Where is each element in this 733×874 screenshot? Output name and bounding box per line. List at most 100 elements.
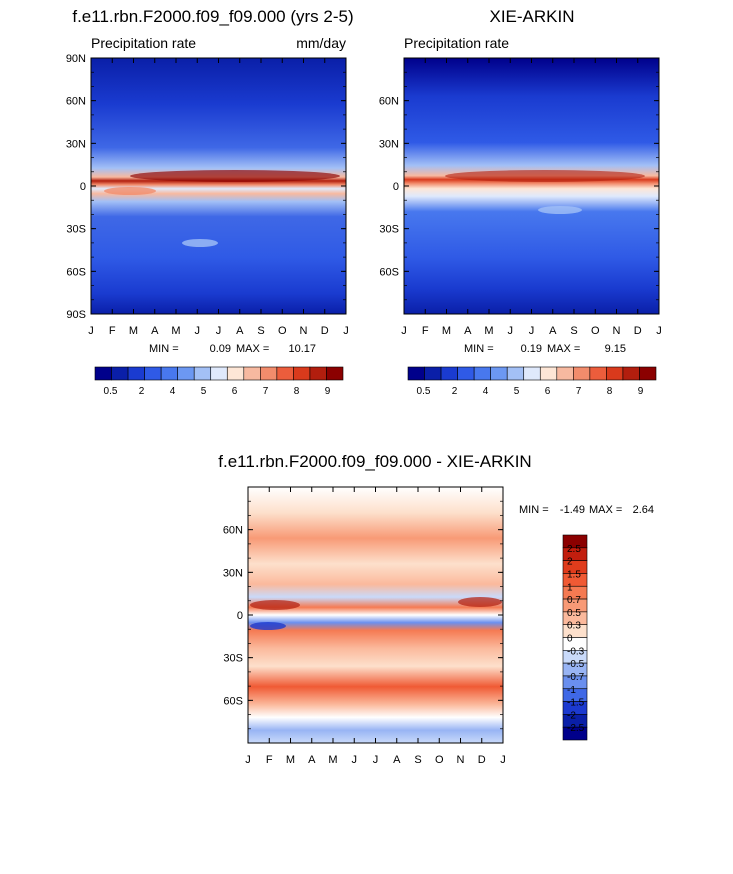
colorbar-label: -2: [567, 710, 576, 721]
panel-diff: f.e11.rbn.F2000.f09_f09.000 - XIE-ARKIN …: [218, 452, 654, 766]
colorbar-swatch: [326, 366, 344, 381]
colorbar-label: 0.5: [567, 608, 581, 619]
colorbar-swatch: [457, 366, 475, 381]
x-tick-label: A: [549, 325, 557, 337]
panel-model-min-value: 0.09: [210, 343, 231, 355]
y-tick-label: 30N: [379, 138, 399, 150]
x-tick-label: F: [266, 754, 273, 766]
colorbar-label: 0.7: [567, 595, 581, 606]
x-tick-label: M: [286, 754, 295, 766]
panel-model-dry-patch: [182, 239, 218, 247]
x-tick-label: O: [591, 325, 600, 337]
x-tick-label: O: [278, 325, 287, 337]
panel-model-max-label: MAX =: [236, 343, 269, 355]
x-tick-label: A: [393, 754, 401, 766]
colorbar-swatch: [589, 366, 607, 381]
colorbar-swatch: [606, 366, 624, 381]
colorbar-label: -1.5: [567, 698, 585, 709]
colorbar-swatch: [144, 366, 162, 381]
x-tick-label: M: [442, 325, 451, 337]
y-tick-label: 0: [237, 610, 243, 622]
panel-diff-colorbar: 2.5 21.5 1 0.7 0.5 0.3 0-0.3 -0.5 -0.7 -1 -1.5-2 -2…: [562, 534, 588, 741]
panel-obs: XIE-ARKIN Precipitation rate 60N 30N 0 30S 6…: [379, 7, 662, 397]
x-tick-label: J: [88, 325, 94, 337]
colorbar-label: 4: [170, 386, 176, 397]
panel-obs-colorbar: 0.5 2 4 5 6 7 8 9: [407, 366, 657, 397]
panel-diff-max-value: 2.64: [633, 504, 654, 516]
x-tick-label: J: [529, 325, 535, 337]
panel-model-title: f.e11.rbn.F2000.f09_f09.000 (yrs 2-5): [72, 7, 353, 26]
colorbar-swatch: [506, 366, 525, 381]
colorbar-swatch: [407, 366, 425, 381]
x-tick-label: S: [257, 325, 264, 337]
panel-model-itcz-band: [130, 170, 340, 182]
colorbar-swatch: [243, 366, 261, 381]
colorbar-swatch: [573, 366, 591, 381]
colorbar-label: 5: [514, 386, 520, 397]
panel-obs-min-label: MIN =: [464, 343, 494, 355]
panel-model-spcz-blob: [104, 187, 156, 195]
panel-model: f.e11.rbn.F2000.f09_f09.000 (yrs 2-5) Pr…: [66, 7, 354, 397]
y-tick-label: 30N: [223, 567, 243, 579]
x-tick-label: N: [613, 325, 621, 337]
x-tick-label: S: [570, 325, 577, 337]
panel-obs-max-value: 9.15: [605, 343, 626, 355]
colorbar-swatch: [94, 366, 112, 381]
y-tick-label: 30S: [223, 653, 243, 665]
y-tick-label: 30S: [379, 224, 399, 236]
panel-diff-field: [248, 487, 503, 743]
panel-diff-wet-band-north: [250, 600, 300, 610]
colorbar-swatch: [177, 366, 195, 381]
colorbar-label: 5: [201, 386, 207, 397]
colorbar-label: 4: [483, 386, 489, 397]
colorbar-swatch: [293, 366, 311, 381]
panel-obs-field: [404, 58, 659, 314]
panel-diff-min-value: -1.49: [560, 504, 585, 516]
x-tick-label: D: [321, 325, 329, 337]
x-tick-label: J: [508, 325, 514, 337]
panel-model-min-label: MIN =: [149, 343, 179, 355]
x-tick-label: J: [373, 754, 379, 766]
colorbar-label: 6: [232, 386, 238, 397]
panel-diff-min-label: MIN =: [519, 504, 549, 516]
colorbar-swatch: [260, 366, 278, 381]
y-tick-label: 90N: [66, 53, 86, 65]
colorbar-label: 2: [567, 557, 573, 568]
colorbar-label: 1.5: [567, 569, 581, 580]
colorbar-swatch: [193, 366, 212, 381]
colorbar-swatch: [473, 366, 491, 381]
y-tick-label: 90S: [66, 309, 86, 321]
x-tick-label: D: [634, 325, 642, 337]
x-tick-label: J: [245, 754, 251, 766]
panel-model-colorbar: 0.5 2 4 5 6 7 8 9: [94, 366, 344, 397]
y-tick-label: 30S: [66, 224, 86, 236]
panel-diff-y-axis: 60N 30N 0 30S 60S: [223, 486, 503, 744]
x-tick-label: A: [308, 754, 316, 766]
colorbar-swatch: [210, 366, 228, 381]
x-tick-label: J: [343, 325, 349, 337]
y-tick-label: 0: [393, 181, 399, 193]
y-tick-label: 60N: [379, 96, 399, 108]
colorbar-swatch: [309, 366, 327, 381]
colorbar-swatch: [226, 366, 245, 381]
colorbar-swatch: [539, 366, 558, 381]
x-tick-label: J: [352, 754, 358, 766]
colorbar-swatch: [556, 366, 574, 381]
colorbar-label: 6: [545, 386, 551, 397]
x-tick-label: M: [129, 325, 138, 337]
y-tick-label: 60N: [223, 525, 243, 537]
colorbar-swatch: [424, 366, 442, 381]
colorbar-label: 2: [139, 386, 145, 397]
panel-model-field: [91, 58, 346, 314]
colorbar-label: 7: [576, 386, 582, 397]
x-tick-label: N: [300, 325, 308, 337]
colorbar-label: -1: [567, 685, 576, 696]
colorbar-swatch: [622, 366, 640, 381]
x-tick-label: J: [500, 754, 506, 766]
colorbar-label: -0.7: [567, 672, 585, 683]
x-tick-label: N: [457, 754, 465, 766]
colorbar-label: 2: [452, 386, 458, 397]
